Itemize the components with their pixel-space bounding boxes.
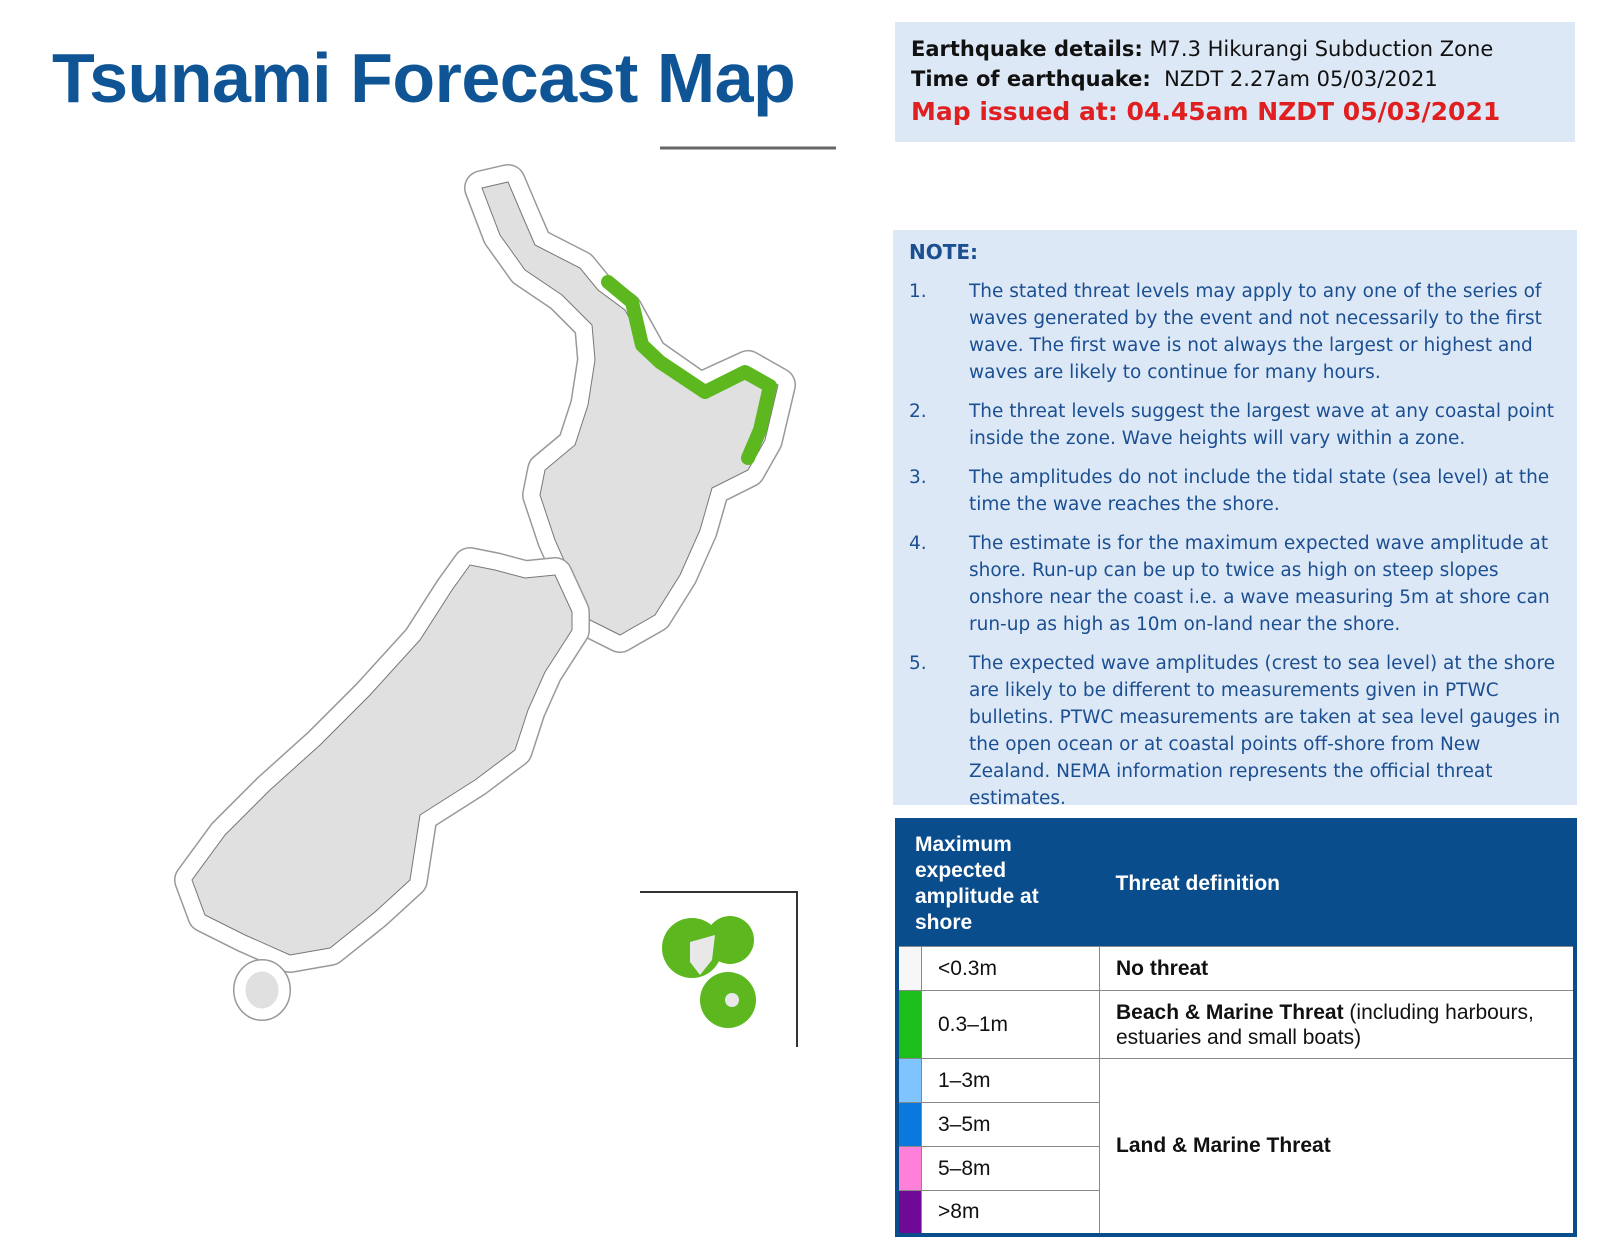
legend-row: 5–8m [896, 1146, 1575, 1191]
note-number: 1. [909, 281, 927, 302]
note-item: 5. The expected wave amplitudes (crest to… [909, 650, 1561, 812]
swatch [896, 1190, 922, 1235]
detail-row: Time of earthquake: NZDT 2.27am 05/03/20… [911, 64, 1559, 94]
note-item: 4. The estimate is for the maximum expect… [909, 530, 1561, 638]
swatch [896, 946, 922, 991]
note-item: 3. The amplitudes do not include the tida… [909, 464, 1561, 518]
threat: No threat [1099, 946, 1576, 991]
note-number: 2. [909, 401, 927, 422]
label: Time of earthquake: [911, 67, 1151, 91]
legend-row: 1–3m Land & Marine Threat [896, 1058, 1576, 1235]
swatch [896, 1146, 922, 1191]
title: Tsunami Forecast Map [52, 39, 796, 117]
threat-label: No threat [1116, 957, 1209, 980]
amplitude: 5–8m [921, 1146, 1100, 1191]
note-text: The amplitudes do not include the tidal … [969, 467, 1550, 515]
inset-frame [640, 891, 798, 1047]
value: NZDT 2.27am 05/03/2021 [1164, 67, 1438, 91]
threat-label: Beach & Marine Threat [1116, 1000, 1344, 1024]
note-box: NOTE: 1. The stated threat levels may app… [893, 230, 1577, 809]
header-cell: Maximum expected amplitude at shore [897, 820, 1100, 947]
threat-detail: (including harbours, estuaries and small… [1116, 1000, 1534, 1049]
legend-row: 3–5m [896, 1102, 1575, 1147]
amplitude: 3–5m [921, 1102, 1100, 1147]
note-number: 4. [909, 533, 927, 554]
note-number: 3. [909, 467, 927, 488]
legend-table: Maximum expected amplitude at shore Thre… [895, 818, 1577, 1237]
note-text: The estimate is for the maximum expected… [969, 533, 1550, 635]
legend-header: Maximum expected amplitude at shore Thre… [897, 820, 1575, 947]
issued: Map issued at: 04.45am NZDT 05/03/2021 [911, 97, 1501, 126]
coast-threat [601, 275, 777, 465]
swatch [896, 990, 922, 1059]
legend-row: <0.3m No threat [896, 946, 1576, 991]
detail-row: Earthquake details: M7.3 Hikurangi Subdu… [911, 34, 1559, 64]
swatch [896, 1102, 922, 1147]
threat-label: Land & Marine Threat [1116, 1134, 1331, 1158]
note-list: 1. The stated threat levels may apply to … [909, 278, 1561, 812]
note-item: 1. The stated threat levels may apply to … [909, 278, 1561, 386]
note-text: The expected wave amplitudes (crest to s… [969, 653, 1561, 809]
north-island [464, 164, 796, 653]
amplitude: 0.3–1m [921, 990, 1100, 1059]
amplitude: <0.3m [921, 946, 1100, 991]
label: Earthquake details: [911, 37, 1143, 61]
swatch [896, 1058, 922, 1103]
threat: Land & Marine Threat [1099, 1058, 1576, 1235]
note-heading: NOTE: [909, 240, 979, 264]
note-text: The stated threat levels may apply to an… [969, 281, 1542, 383]
amplitude: >8m [921, 1190, 1100, 1235]
note-number: 5. [909, 653, 927, 674]
value: M7.3 Hikurangi Subduction Zone [1149, 37, 1494, 61]
legend-row: 0.3–1m Beach & Marine Threat (including … [896, 990, 1576, 1059]
details-box: Earthquake details: M7.3 Hikurangi Subdu… [895, 22, 1575, 142]
header-cell: Threat definition [1099, 820, 1575, 947]
note-item: 2. The threat levels suggest the largest … [909, 398, 1561, 452]
map [174, 146, 836, 1047]
chatham-islands [662, 916, 756, 1028]
note-text: The threat levels suggest the largest wa… [969, 401, 1555, 449]
threat: Beach & Marine Threat (including harbour… [1099, 990, 1576, 1059]
page: {"header": {"title": "Tsunami Forecast M… [52, 22, 1577, 1237]
amplitude: 1–3m [921, 1058, 1100, 1103]
south-island [174, 547, 590, 1021]
